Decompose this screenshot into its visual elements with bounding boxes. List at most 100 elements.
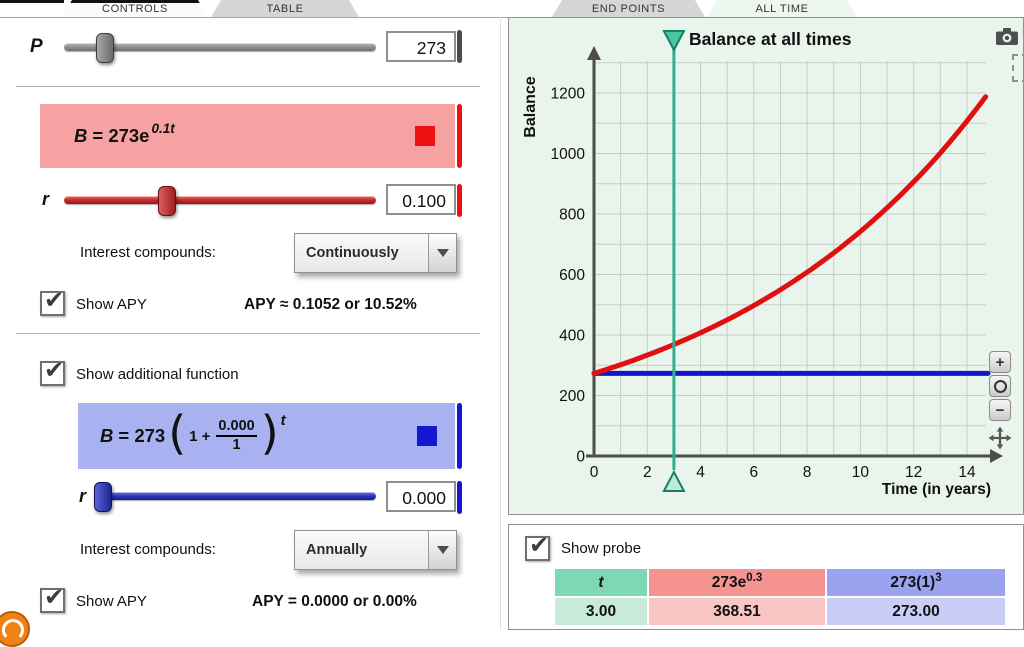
probe-header-red: 273e 0.3 xyxy=(649,569,825,596)
pan-icon[interactable] xyxy=(988,426,1012,450)
red-exponential-curve xyxy=(591,94,989,376)
p-accent-bar xyxy=(457,30,462,63)
blue-compounds-label: Interest compounds: xyxy=(80,541,216,558)
y-axis-label: Balance xyxy=(522,76,539,138)
y-tick-label: 1000 xyxy=(551,146,586,163)
red-compounds-label: Interest compounds: xyxy=(80,244,216,261)
tab-end-points[interactable]: END POINTS xyxy=(552,0,705,17)
x-tick-label: 4 xyxy=(696,464,705,481)
y-tick-label: 1200 xyxy=(551,86,586,103)
tab-controls[interactable]: CONTROLS xyxy=(62,0,208,17)
red-r-slider-label: r xyxy=(42,189,50,209)
zoom-reset-icon xyxy=(993,379,1007,393)
probe-handle-top[interactable] xyxy=(662,30,686,53)
probe-header-blue-base: 273(1) xyxy=(890,573,936,591)
x-tick-label: 0 xyxy=(590,464,599,481)
p-slider-label: P xyxy=(30,36,43,57)
window-top-edge xyxy=(0,0,64,3)
blue-formula-exponent: t xyxy=(280,411,286,429)
red-show-apy-label: Show APY xyxy=(76,296,147,313)
blue-r-slider-thumb[interactable] xyxy=(94,482,112,512)
blue-series-chip xyxy=(417,426,437,446)
probe-header-red-sup: 0.3 xyxy=(746,571,763,584)
red-show-apy-checkbox[interactable] xyxy=(40,286,65,316)
red-formula-exponent: 0.1t xyxy=(151,120,175,136)
balance-chart[interactable]: 0 200 400 600 800 1000 1200 0 2 4 6 8 10 12 14 xyxy=(509,18,1023,514)
graph-panel: 0 200 400 600 800 1000 1200 0 2 4 6 8 10 12 14 Balance… xyxy=(508,17,1024,515)
reset-button[interactable] xyxy=(0,611,30,647)
probe-value-blue: 273.00 xyxy=(827,598,1005,625)
section-divider xyxy=(16,86,480,87)
show-probe-label: Show probe xyxy=(561,540,642,557)
blue-formula-open-paren: ( xyxy=(168,405,187,460)
chevron-down-icon[interactable] xyxy=(428,234,456,272)
zoom-in-button[interactable]: + xyxy=(989,351,1011,373)
camera-top xyxy=(1003,28,1011,33)
red-apy-readout: APY ≈ 0.1052 or 10.52% xyxy=(244,296,417,313)
blue-formula-box: B = 273 ( 1 + 0.000 1 ) t xyxy=(78,403,455,469)
pan-cross xyxy=(993,431,1007,445)
red-r-value-field[interactable]: 0.100 xyxy=(386,184,456,215)
camera-lens-inner xyxy=(1004,35,1010,41)
blue-compounds-dropdown[interactable]: Annually xyxy=(294,530,457,570)
p-value-field[interactable]: 273 xyxy=(386,31,456,62)
blue-formula-accent-bar xyxy=(457,403,462,469)
red-compounds-value: Continuously xyxy=(306,245,399,261)
x-axis-label: Time (in years) xyxy=(881,481,991,498)
blue-formula-body: = 273 xyxy=(118,425,166,446)
p-slider-thumb[interactable] xyxy=(96,33,114,63)
red-formula-accent-bar xyxy=(457,104,462,168)
probe-value-t: 3.00 xyxy=(555,598,647,625)
x-tick-label: 6 xyxy=(750,464,759,481)
snapshot-region-icon[interactable] xyxy=(1012,54,1023,82)
x-tick-label: 8 xyxy=(803,464,812,481)
chevron-down-icon[interactable] xyxy=(428,531,456,569)
red-formula-var: B xyxy=(74,125,88,146)
blue-compounds-value: Annually xyxy=(306,542,368,558)
probe-table-header-row: t 273e 0.3 273(1) 3 xyxy=(555,569,1005,596)
red-r-slider-track[interactable] xyxy=(64,196,376,204)
compound-interest-app: CONTROLS TABLE END POINTS ALL TIME P 273… xyxy=(0,0,1024,630)
x-tick-label: 2 xyxy=(643,464,652,481)
x-tick-label: 14 xyxy=(958,464,976,481)
y-tick-label: 0 xyxy=(576,449,585,466)
section-divider xyxy=(16,333,480,334)
tab-all-time[interactable]: ALL TIME xyxy=(707,0,857,17)
show-additional-checkbox[interactable] xyxy=(40,356,65,386)
blue-show-apy-checkbox[interactable] xyxy=(40,583,65,613)
probe-header-t: t xyxy=(555,569,647,596)
blue-formula-one-plus: 1 + xyxy=(189,427,211,445)
probe-table-value-row: 3.00 368.51 273.00 xyxy=(555,598,1005,625)
x-axis-arrow xyxy=(990,449,1003,463)
p-slider-track[interactable] xyxy=(64,43,376,51)
red-r-accent-bar xyxy=(457,184,462,217)
blue-formula-var: B xyxy=(100,425,114,446)
probe-header-red-base: 273e xyxy=(711,573,747,591)
probe-value-red: 368.51 xyxy=(649,598,825,625)
show-probe-checkbox[interactable] xyxy=(525,531,550,561)
y-tick-label: 600 xyxy=(559,267,585,284)
zoom-reset-button[interactable] xyxy=(989,375,1011,397)
camera-icon[interactable] xyxy=(995,27,1019,46)
y-axis-arrow xyxy=(587,46,601,60)
blue-r-slider-track[interactable] xyxy=(94,492,376,500)
blue-r-value-field[interactable]: 0.000 xyxy=(386,481,456,512)
tab-table[interactable]: TABLE xyxy=(211,0,359,17)
zoom-out-button[interactable]: − xyxy=(989,399,1011,421)
x-tick-label: 10 xyxy=(852,464,870,481)
blue-show-apy-label: Show APY xyxy=(76,593,147,610)
blue-r-accent-bar xyxy=(457,481,462,514)
red-formula-box: B = 273e 0.1t xyxy=(40,104,455,168)
blue-formula-numerator: 0.000 xyxy=(216,418,257,437)
red-compounds-dropdown[interactable]: Continuously xyxy=(294,233,457,273)
probe-handle-bottom[interactable] xyxy=(662,469,686,492)
red-formula-body: = 273e xyxy=(92,125,150,146)
show-additional-label: Show additional function xyxy=(76,366,239,383)
blue-formula-denominator: 1 xyxy=(232,437,241,453)
pan-arrowheads xyxy=(988,426,1012,450)
blue-apy-readout: APY = 0.0000 or 0.00% xyxy=(252,593,417,610)
red-r-slider-thumb[interactable] xyxy=(158,186,176,216)
red-series-chip xyxy=(415,126,435,146)
blue-formula-fraction: 0.000 1 xyxy=(216,418,257,453)
probe-header-blue-sup: 3 xyxy=(935,571,942,584)
